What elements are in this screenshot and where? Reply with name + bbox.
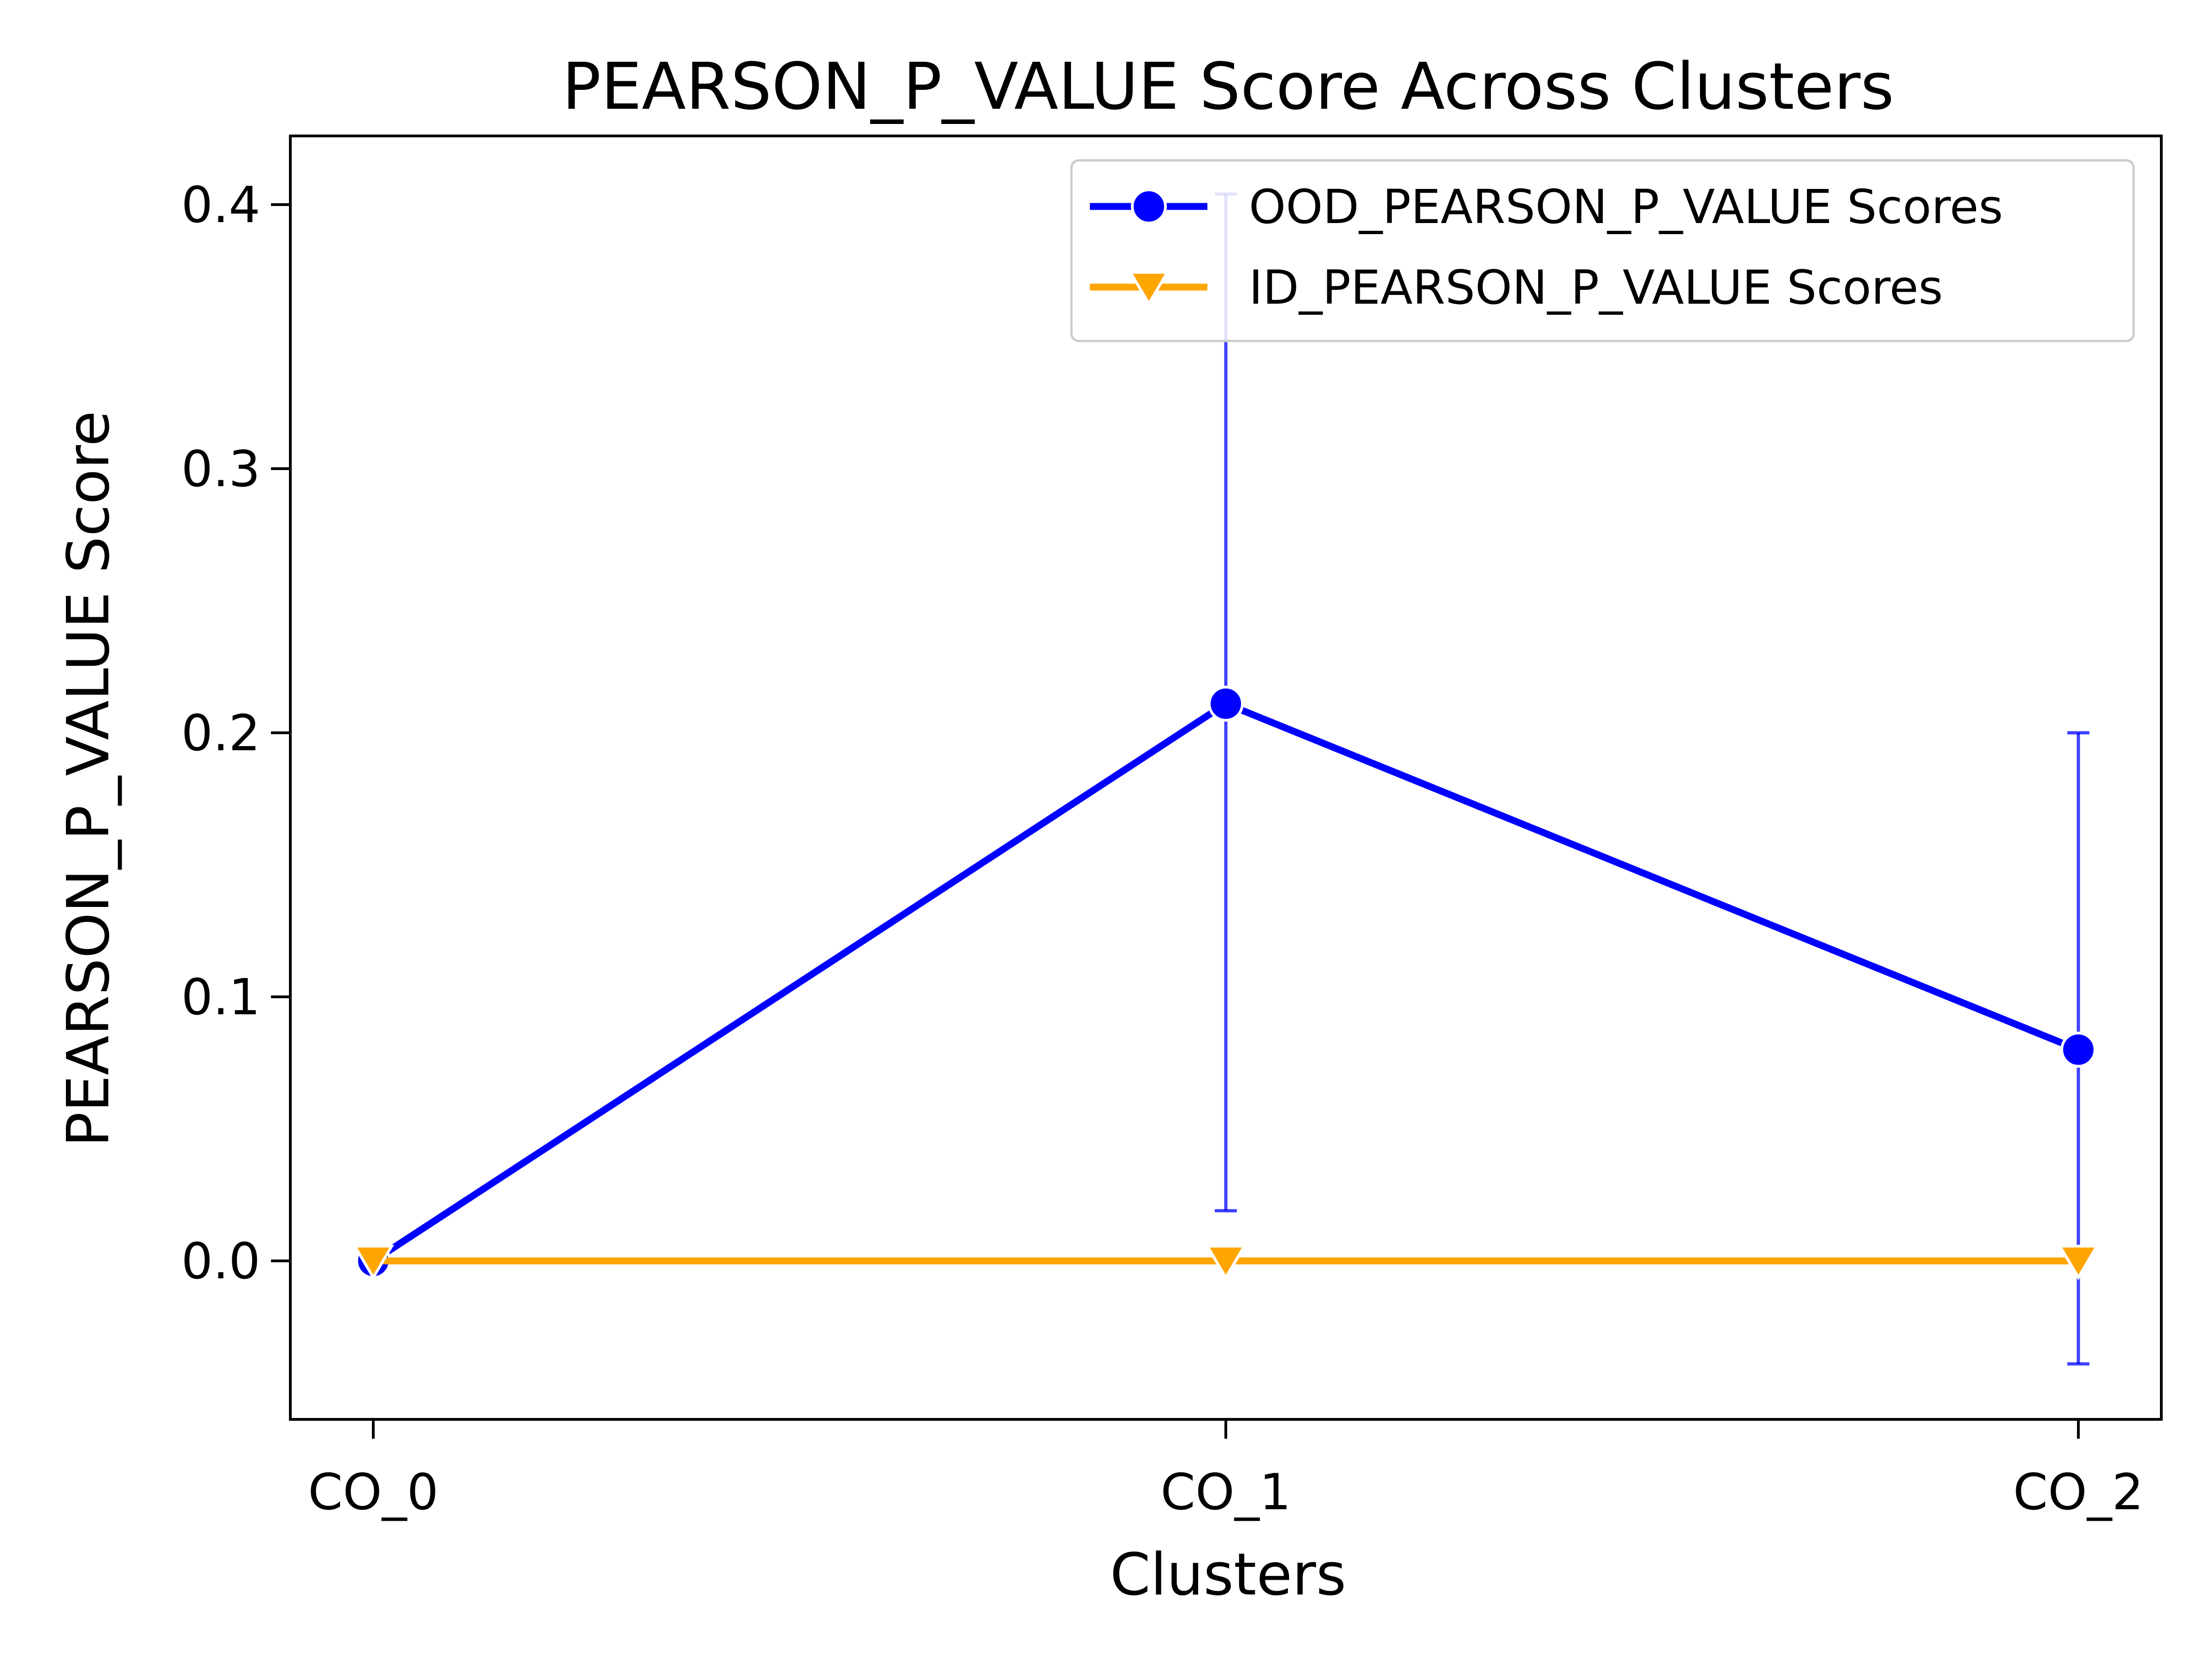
x-axis-label: Clusters bbox=[1110, 1541, 1347, 1608]
x-tick-label: CO_0 bbox=[308, 1464, 438, 1521]
data-point bbox=[2057, 1245, 2100, 1281]
y-tick-label: 0.3 bbox=[181, 441, 260, 498]
legend-marker bbox=[1128, 271, 1170, 306]
legend-label: OOD_PEARSON_P_VALUE Scores bbox=[1249, 180, 2003, 235]
legend-marker bbox=[1131, 188, 1167, 224]
legend-box bbox=[1070, 159, 2135, 342]
x-tick-label: CO_1 bbox=[1160, 1464, 1291, 1521]
x-tick-label: CO_2 bbox=[2013, 1464, 2143, 1521]
y-tick-label: 0.1 bbox=[181, 969, 260, 1026]
y-tick-label: 0.0 bbox=[181, 1233, 260, 1290]
data-point bbox=[2060, 1031, 2096, 1068]
series-layer bbox=[352, 192, 2100, 1366]
data-point bbox=[1205, 1245, 1247, 1281]
legend-label: ID_PEARSON_P_VALUE Scores bbox=[1249, 260, 1943, 315]
y-axis: 0.0 0.1 0.2 0.3 0.4 bbox=[181, 176, 290, 1290]
y-tick-label: 0.2 bbox=[181, 705, 260, 762]
y-axis-label: PEARSON_P_VALUE Score bbox=[54, 411, 122, 1147]
x-axis: CO_0 CO_1 CO_2 bbox=[308, 1419, 2144, 1521]
data-point bbox=[1208, 686, 1244, 722]
data-point bbox=[352, 1245, 394, 1281]
legend: OOD_PEARSON_P_VALUE Scores ID_PEARSON_P_V… bbox=[1070, 159, 2135, 342]
y-tick-label: 0.4 bbox=[181, 176, 260, 234]
chart-title: PEARSON_P_VALUE Score Across Clusters bbox=[562, 49, 1894, 124]
